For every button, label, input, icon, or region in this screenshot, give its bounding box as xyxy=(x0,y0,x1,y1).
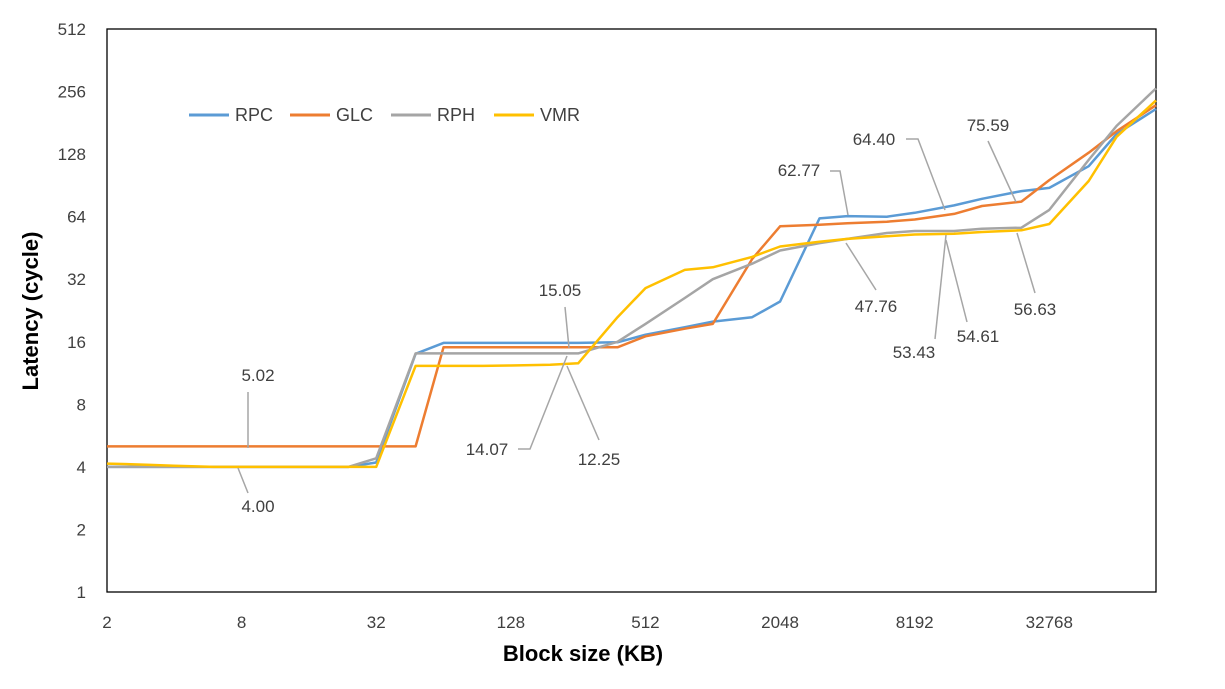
y-tick-label: 1 xyxy=(77,583,86,602)
annotation-leader-line xyxy=(987,140,1017,203)
y-tick-label: 16 xyxy=(67,333,86,352)
annotation-label: 64.40 xyxy=(853,130,896,149)
series-line-vmr xyxy=(106,99,1157,469)
legend: RPC GLC RPH VMR xyxy=(189,105,580,125)
y-tick-label: 4 xyxy=(77,458,86,477)
annotations-layer: 5.02 4.00 15.05 14.07 12.25 62.77 64.40 75.59 47… xyxy=(237,116,1057,516)
plot-area-border xyxy=(106,28,1157,593)
y-axis-title: Latency (cycle) xyxy=(18,232,43,391)
annotation-label: 14.07 xyxy=(466,440,509,459)
y-axis-ticks: 1 2 4 8 16 32 64 128 256 512 xyxy=(58,20,86,602)
annotation-leader-line xyxy=(1016,232,1036,294)
x-tick-label: 32768 xyxy=(1026,613,1073,632)
x-tick-label: 8 xyxy=(237,613,246,632)
series-layer xyxy=(106,87,1157,469)
legend-label-rpc: RPC xyxy=(235,105,273,125)
annotation-label: 15.05 xyxy=(539,281,582,300)
annotation-leader-line xyxy=(845,242,877,291)
x-tick-label: 2048 xyxy=(761,613,799,632)
annotation-leader-line xyxy=(518,355,568,450)
x-tick-label: 128 xyxy=(497,613,525,632)
y-tick-label: 8 xyxy=(77,395,86,414)
series-line-glc xyxy=(107,104,1157,448)
legend-label-vmr: VMR xyxy=(540,105,580,125)
x-tick-label: 32 xyxy=(367,613,386,632)
x-tick-label: 8192 xyxy=(896,613,934,632)
annotation-label: 53.43 xyxy=(893,343,936,362)
annotation-leader-line xyxy=(566,365,600,441)
annotation-label: 12.25 xyxy=(578,450,621,469)
x-tick-label: 2 xyxy=(102,613,111,632)
annotation-label: 56.63 xyxy=(1014,300,1057,319)
y-tick-label: 2 xyxy=(77,520,86,539)
legend-label-rph: RPH xyxy=(437,105,475,125)
x-axis-title: Block size (KB) xyxy=(503,641,663,666)
annotation-label: 54.61 xyxy=(957,327,1000,346)
annotation-label: 4.00 xyxy=(241,497,274,516)
legend-label-glc: GLC xyxy=(336,105,373,125)
x-tick-label: 512 xyxy=(631,613,659,632)
annotation-leader-line xyxy=(934,234,947,340)
annotation-leader-line xyxy=(830,170,849,216)
y-tick-label: 128 xyxy=(58,145,86,164)
y-tick-label: 32 xyxy=(67,270,86,289)
y-tick-label: 64 xyxy=(67,208,86,227)
annotation-leader-line xyxy=(237,467,249,494)
y-tick-label: 256 xyxy=(58,83,86,102)
annotation-label: 47.76 xyxy=(855,297,898,316)
x-axis-ticks: 2 8 32 128 512 2048 8192 32768 xyxy=(102,613,1073,632)
annotation-label: 75.59 xyxy=(967,116,1010,135)
annotation-leader-line xyxy=(564,306,570,349)
y-tick-label: 512 xyxy=(58,20,86,39)
annotation-leader-line xyxy=(945,239,968,323)
annotation-label: 62.77 xyxy=(778,161,821,180)
annotation-leader-line xyxy=(906,138,946,211)
annotation-label: 5.02 xyxy=(241,366,274,385)
